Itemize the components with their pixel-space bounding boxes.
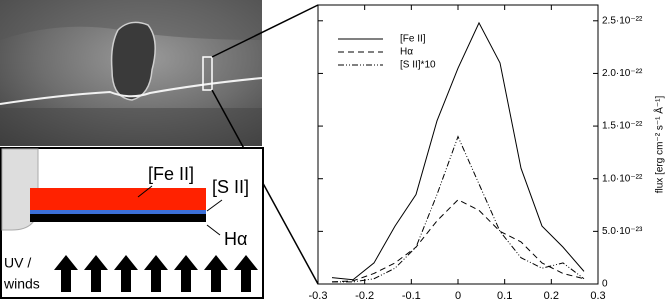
y-tick-label: 1.0·10⁻²² <box>602 173 643 184</box>
y-tick-label: 2.0·10⁻²² <box>602 68 643 79</box>
globule <box>110 21 156 101</box>
x-tick-label: 0.2 <box>544 290 559 299</box>
legend-label: [Fe II] <box>400 34 426 45</box>
pointer <box>206 224 221 236</box>
arrow <box>114 255 138 292</box>
series-line <box>331 199 585 283</box>
zoom-line <box>211 89 319 285</box>
x-tick-label: 0 <box>455 290 461 299</box>
plot-frame <box>317 4 599 285</box>
x-tick-label: -0.3 <box>309 290 328 299</box>
arrow <box>144 255 168 292</box>
dark-region <box>0 0 262 40</box>
y-tick-label: 0 <box>602 279 608 290</box>
diagram-label: Hα <box>224 229 247 249</box>
s-layer <box>30 210 206 214</box>
pointer <box>137 185 153 198</box>
series-line <box>332 135 585 283</box>
chart: -0.3-0.2-0.100.10.20.3position [arcsec]0… <box>309 4 666 302</box>
series-line <box>331 21 585 281</box>
arrow <box>84 255 108 292</box>
y-tick-label: 1.5·10⁻²² <box>602 121 643 132</box>
y-tick-label: 2.5·10⁻²² <box>602 15 643 26</box>
fe-layer <box>30 188 206 210</box>
arrow <box>204 255 228 292</box>
arrow <box>174 255 198 292</box>
x-tick-label: -0.1 <box>402 290 421 299</box>
y-axis-label: flux [erg cm⁻² s⁻¹ Å⁻¹] <box>653 96 666 194</box>
arrow <box>54 255 78 292</box>
x-tick-label: 0.3 <box>590 290 605 299</box>
y-tick-label: 5.0·10⁻²³ <box>602 226 643 237</box>
diagram-frame <box>0 147 264 299</box>
x-tick-label: -0.2 <box>355 290 374 299</box>
zoom-box <box>202 56 213 91</box>
diagram-label: [S II] <box>212 177 249 197</box>
pointer <box>206 199 223 212</box>
lower-region <box>0 108 262 146</box>
arrows <box>54 255 258 292</box>
legend-label: [S II]*10 <box>400 60 436 71</box>
arrow <box>234 255 258 292</box>
diagram-panel: [Fe II] [S II] Hα UV / winds <box>0 147 264 299</box>
image-panel <box>0 0 319 285</box>
ha-layer <box>30 214 206 222</box>
diagram-label: winds <box>3 276 40 292</box>
diagram-label: UV / <box>4 255 31 271</box>
legend-label: Hα <box>400 47 413 58</box>
diagram-label: [Fe II] <box>148 164 194 184</box>
x-tick-label: 0.1 <box>497 290 512 299</box>
bright-rim <box>0 77 263 105</box>
zoom-line <box>211 4 319 58</box>
